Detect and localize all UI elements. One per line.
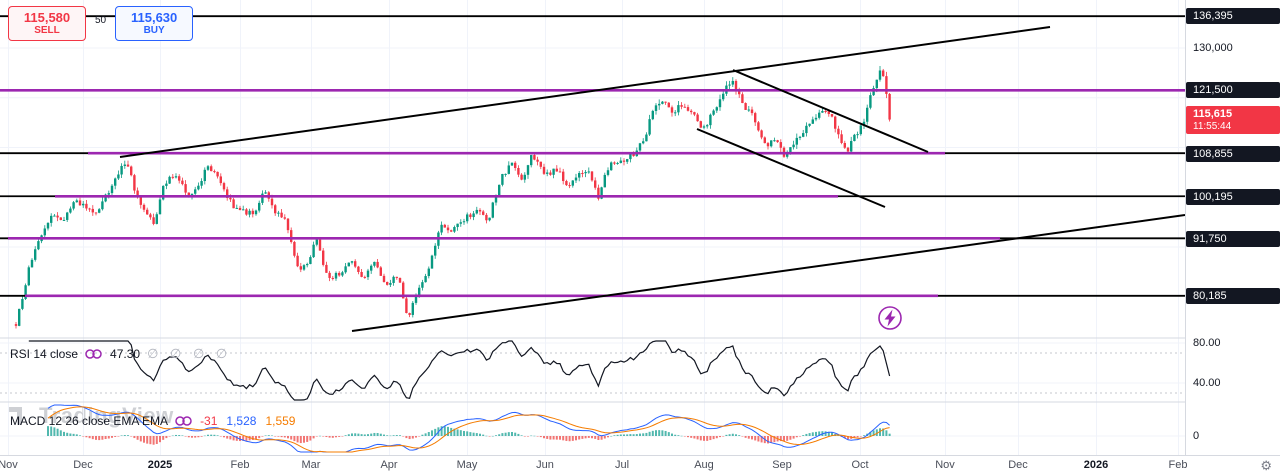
time-axis-label: 2026 bbox=[1083, 459, 1109, 471]
buy-label: BUY bbox=[143, 25, 165, 36]
price-axis-label: 91,750 bbox=[1186, 231, 1280, 247]
indicator-circles-icon[interactable] bbox=[85, 348, 103, 360]
sell-button[interactable]: 115,580 SELL bbox=[8, 6, 86, 41]
time-axis-label: Aug bbox=[694, 459, 714, 471]
price-axis-label: 80,185 bbox=[1186, 288, 1280, 304]
rsi-value: 47.30 bbox=[110, 347, 141, 361]
buy-button[interactable]: 115,630 BUY bbox=[115, 6, 194, 41]
time-axis-label: Dec bbox=[1008, 459, 1028, 471]
price-axis-label: 115,615 11:55:44 bbox=[1186, 106, 1280, 134]
sell-price: 115,580 bbox=[23, 10, 71, 25]
rsi-indicator-row: RSI 14 close 47.30 ∅ ∅ ∅ ∅ bbox=[10, 346, 231, 362]
time-axis-label: May bbox=[456, 459, 478, 471]
time-axis-label: Nov bbox=[935, 459, 955, 471]
time-axis-label: Sep bbox=[772, 459, 792, 471]
price-axis[interactable]: 136,395 130,000 121,500 115,615 11:55:44 108,… bbox=[1185, 0, 1280, 455]
time-axis-label: 2025 bbox=[147, 459, 173, 471]
quick-trade-lightning-marker[interactable] bbox=[878, 306, 902, 330]
rsi-title[interactable]: RSI 14 close bbox=[10, 347, 79, 361]
time-axis-label: Jun bbox=[536, 459, 554, 471]
price-axis-label: 136,395 bbox=[1186, 8, 1280, 24]
macd-histogram-value: -31 bbox=[200, 414, 218, 428]
empty-value-icons: ∅ ∅ ∅ ∅ bbox=[147, 346, 232, 361]
price-axis-label: 80.00 bbox=[1193, 337, 1221, 349]
time-axis-label: Apr bbox=[380, 459, 398, 471]
time-axis-label: Dec bbox=[73, 459, 93, 471]
buy-price: 115,630 bbox=[130, 10, 178, 25]
chart-canvas[interactable] bbox=[0, 0, 1185, 455]
indicator-circles-icon[interactable] bbox=[175, 415, 193, 427]
sell-label: SELL bbox=[34, 25, 60, 36]
price-axis-label: 0 bbox=[1193, 430, 1200, 442]
trade-widget: 115,580 SELL 50 115,630 BUY bbox=[8, 6, 194, 41]
price-axis-label: 108,855 bbox=[1186, 146, 1280, 162]
time-axis-label: Mar bbox=[301, 459, 321, 471]
time-axis-label: Nov bbox=[0, 459, 18, 471]
time-axis-label: Feb bbox=[230, 459, 250, 471]
tradingview-logo-icon bbox=[8, 407, 32, 425]
price-axis-label: 100,195 bbox=[1186, 189, 1280, 205]
macd-line-value: 1,528 bbox=[226, 414, 257, 428]
settings-gear-icon[interactable]: ⚙ bbox=[1260, 458, 1272, 473]
time-axis-label: Oct bbox=[851, 459, 869, 471]
spread-value: 50 bbox=[95, 15, 107, 26]
time-axis-label: Feb bbox=[1168, 459, 1188, 471]
price-axis-label: 40.00 bbox=[1193, 377, 1221, 389]
time-axis-label: Jul bbox=[614, 459, 630, 471]
price-axis-label: 130,000 bbox=[1193, 42, 1233, 54]
macd-indicator-row: MACD 12 26 close EMA EMA -31 1,528 1,559 bbox=[10, 414, 295, 428]
price-axis-label: 121,500 bbox=[1186, 82, 1280, 98]
macd-signal-value: 1,559 bbox=[265, 414, 296, 428]
time-axis[interactable]: ⚙ Nov Dec 2025 Feb Mar Apr May Jun Jul Aug Sep Oct N… bbox=[0, 455, 1280, 475]
macd-title[interactable]: MACD 12 26 close EMA EMA bbox=[10, 414, 169, 428]
